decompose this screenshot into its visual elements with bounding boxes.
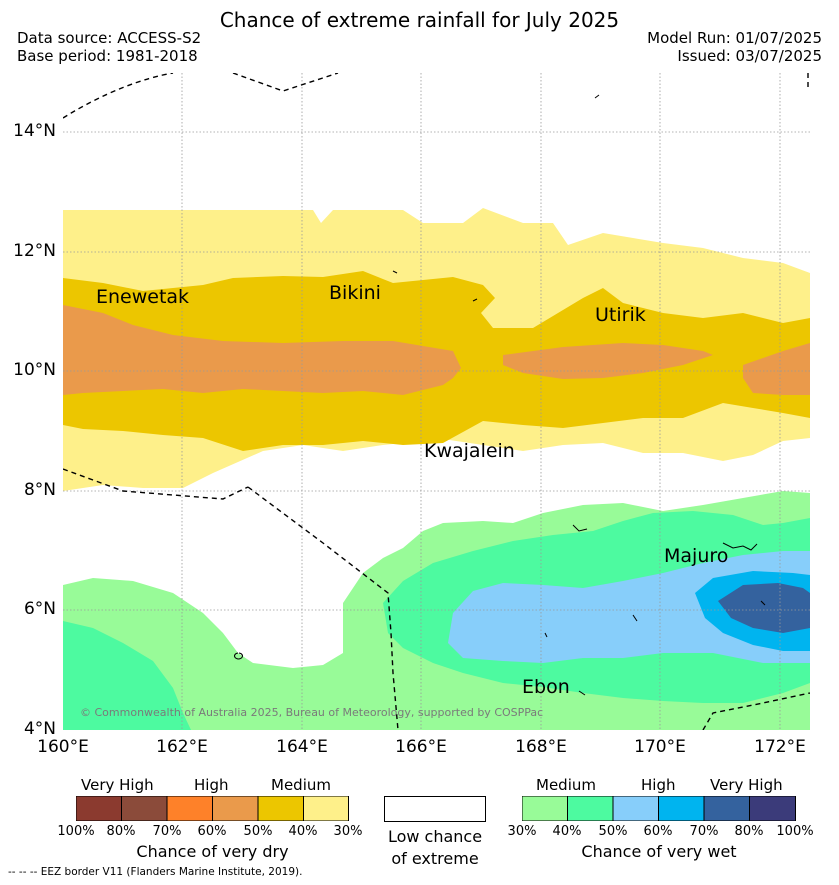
- gridlines: [63, 73, 810, 730]
- issued-label: Issued: 03/07/2025: [677, 47, 822, 65]
- island-outlines: [234, 94, 766, 696]
- dry-high-region: [63, 305, 461, 395]
- dry-tick: 80%: [106, 824, 136, 839]
- lat-label: 4°N: [23, 719, 56, 739]
- dry-swatch: [257, 796, 304, 821]
- model-run-label: Model Run: 01/07/2025: [647, 29, 822, 47]
- wet-swatch: [567, 796, 614, 821]
- copyright-notice: © Commonwealth of Australia 2025, Bureau…: [80, 706, 544, 719]
- place-label-ebon: Ebon: [522, 676, 570, 698]
- dry-high-region-east2: [743, 343, 810, 395]
- wet-legend-header-very-high: Very High: [710, 776, 783, 794]
- low-chance-swatch: [384, 796, 486, 822]
- wet-tick: 40%: [552, 824, 582, 839]
- wet-medium-region: [63, 621, 191, 730]
- wet-colorbar: [522, 796, 796, 821]
- dry-legend-header-very-high: Very High: [81, 776, 154, 794]
- wet-tick: 50%: [598, 824, 628, 839]
- wet-swatch: [612, 796, 659, 821]
- place-label-majuro: Majuro: [664, 545, 729, 567]
- dry-swatch: [166, 796, 213, 821]
- lat-label: 6°N: [23, 599, 56, 619]
- dry-legend-title: Chance of very dry: [136, 842, 289, 861]
- place-label-bikini: Bikini: [329, 282, 381, 304]
- dry-tick: 50%: [243, 824, 273, 839]
- wet-legend-header-medium: Medium: [536, 776, 596, 794]
- low-chance-label-line2: of extreme: [391, 849, 479, 868]
- lon-label: 172°E: [754, 737, 806, 757]
- wet-legend-header-high: High: [641, 776, 676, 794]
- wet-swatch: [703, 796, 750, 821]
- dry-tick: 40%: [288, 824, 318, 839]
- low-chance-label-line1: Low chance: [387, 827, 483, 846]
- eez-border: [63, 73, 810, 730]
- wet-tick: 70%: [689, 824, 719, 839]
- wet-tick: 30%: [507, 824, 537, 839]
- place-label-kwajalein: Kwajalein: [424, 440, 515, 462]
- lat-label: 14°N: [13, 121, 56, 141]
- lon-label: 166°E: [395, 737, 447, 757]
- dry-tick: 60%: [197, 824, 227, 839]
- dry-colorbar: [76, 796, 349, 821]
- data-source-label: Data source: ACCESS-S2: [17, 29, 202, 47]
- wet-swatch: [658, 796, 705, 821]
- wet-legend-title: Chance of very wet: [581, 842, 737, 861]
- lat-label: 8°N: [23, 480, 56, 500]
- lon-label: 160°E: [37, 737, 89, 757]
- eez-footnote: -- -- -- EEZ border V11 (Flanders Marine…: [8, 866, 303, 878]
- place-label-enewetak: Enewetak: [96, 286, 190, 308]
- dry-legend-header-medium: Medium: [271, 776, 331, 794]
- wet-swatch: [749, 796, 796, 821]
- dry-high-region-east: [503, 343, 713, 379]
- lon-label: 164°E: [276, 737, 328, 757]
- lat-label: 10°N: [13, 360, 56, 380]
- map-title: Chance of extreme rainfall for July 2025: [219, 8, 620, 32]
- lon-label: 170°E: [634, 737, 686, 757]
- lon-label: 162°E: [156, 737, 208, 757]
- wet-swatch: [522, 796, 568, 821]
- dry-tick: 30%: [333, 824, 363, 839]
- dry-tick: 100%: [57, 824, 95, 839]
- wet-tick: 60%: [643, 824, 673, 839]
- dry-swatch: [76, 796, 122, 821]
- wet-tick: 80%: [734, 824, 764, 839]
- dry-swatch: [121, 796, 168, 821]
- lat-label: 12°N: [13, 241, 56, 261]
- place-label-utirik: Utirik: [595, 304, 646, 326]
- wet-tick: 100%: [776, 824, 814, 839]
- wet-very-high-region: [718, 583, 810, 633]
- dry-legend-header-high: High: [194, 776, 229, 794]
- base-period-label: Base period: 1981-2018: [17, 47, 198, 65]
- dry-swatch: [303, 796, 349, 821]
- dry-tick: 70%: [152, 824, 182, 839]
- rainfall-map: [63, 73, 810, 730]
- lon-label: 168°E: [515, 737, 567, 757]
- dry-swatch: [212, 796, 259, 821]
